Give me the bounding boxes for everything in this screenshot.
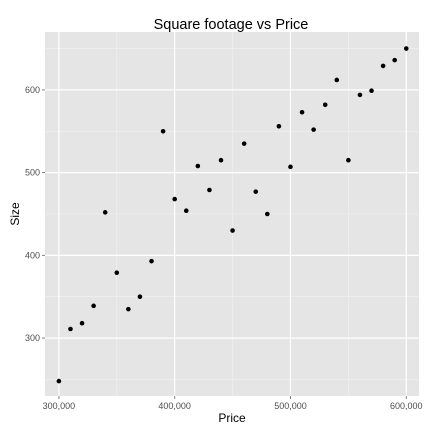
y-tick-label: 300 [25, 333, 40, 343]
y-tick-label: 600 [25, 85, 40, 95]
data-point [218, 157, 224, 163]
data-point [311, 127, 316, 132]
grid-major [45, 32, 419, 396]
data-point [207, 187, 212, 193]
data-point [183, 208, 189, 213]
data-point [241, 141, 247, 146]
data-point [357, 92, 363, 98]
data-point [288, 164, 293, 170]
data-point [137, 294, 143, 300]
data-point [114, 270, 120, 276]
data-point [403, 46, 409, 51]
grid-minor [45, 32, 419, 396]
x-axis-label: Price [218, 411, 246, 425]
data-point [380, 63, 386, 69]
data-point [126, 306, 131, 312]
data-point [369, 88, 374, 94]
data-point [149, 258, 154, 264]
data-point [346, 157, 351, 163]
data-point [68, 326, 73, 332]
data-point [299, 109, 305, 115]
data-point [172, 196, 177, 202]
data-point [195, 163, 201, 169]
x-tick-label: 300,000 [43, 401, 76, 411]
data-point [91, 303, 96, 309]
data-point [160, 128, 166, 134]
data-point [392, 57, 397, 63]
y-axis-label: Size [8, 202, 22, 226]
data-point [265, 211, 270, 217]
y-axis-ticks: 300 400 500 600 [25, 85, 45, 343]
data-point [253, 189, 259, 194]
x-axis-ticks: 300,000 400,000 500,000 600,000 [43, 396, 423, 411]
y-tick-label: 400 [25, 250, 40, 260]
x-tick-label: 500,000 [274, 401, 307, 411]
y-tick-label: 500 [25, 168, 40, 178]
x-tick-label: 400,000 [158, 401, 191, 411]
data-point [230, 228, 235, 233]
data-point [56, 378, 62, 384]
data-points [56, 46, 409, 384]
data-point [276, 124, 282, 129]
x-tick-label: 600,000 [390, 401, 423, 411]
data-point [79, 320, 85, 326]
chart-title: Square footage vs Price [154, 17, 309, 33]
data-point [102, 210, 108, 215]
data-point [334, 77, 340, 83]
data-point [322, 102, 328, 108]
